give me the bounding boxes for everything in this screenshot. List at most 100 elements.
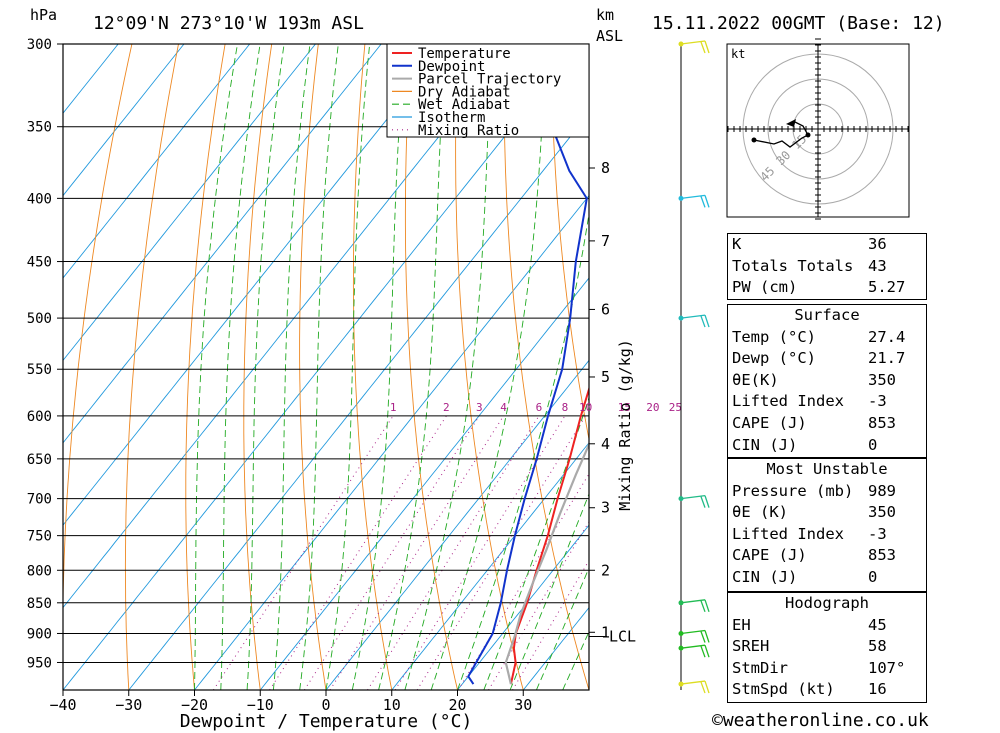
wet-adiabat-line [457, 211, 589, 690]
dry-adiabat-line [352, 44, 393, 690]
wet-adiabat-line [430, 44, 547, 690]
pressure-tick-label: 650 [27, 452, 52, 468]
isotherm-line [63, 44, 580, 690]
wind-barb [680, 314, 710, 328]
surface-cape-row: CAPE (J) 853 [732, 413, 896, 432]
km-unit: km [596, 6, 614, 24]
profile-lines [467, 44, 589, 685]
mixing-ratio-axis-label: Mixing Ratio (g/kg) [616, 339, 634, 511]
wet-adiabat-line [299, 44, 339, 690]
asl-unit: ASL [596, 27, 623, 45]
pressure-tick-label: 850 [27, 596, 52, 612]
hodograph-point [751, 137, 757, 143]
x-tick-label: 10 [383, 696, 401, 714]
isotherm-line [63, 44, 119, 114]
mixing-ratio-label: 25 [669, 401, 682, 414]
sreh-row: SREH 58 [732, 637, 887, 656]
isotherm-line [259, 277, 589, 690]
wet-adiabat-line [351, 44, 406, 690]
km-tick-label: 3 [601, 499, 610, 517]
surface-dewp-row: Dewp (°C) 21.7 [732, 349, 906, 368]
pressure-unit: hPa [30, 6, 57, 24]
surface-cin-row: CIN (J) 0 [732, 435, 878, 454]
dry-adiabat-line [124, 44, 179, 690]
mixing-ratio-label: 2 [443, 401, 450, 414]
wind-barb [680, 40, 710, 54]
km-tick-label: 7 [601, 232, 610, 250]
pressure-tick-label: 450 [27, 255, 52, 271]
dry-adiabat-line [243, 44, 273, 690]
surface-li-row: Lifted Index -3 [732, 392, 887, 411]
wind-barb [680, 194, 710, 208]
mixing-ratio-line [394, 415, 566, 690]
pressure-tick-label: 300 [27, 37, 52, 53]
wet-adiabat-line [246, 44, 285, 690]
surface-temp-row: Temp (°C) 27.4 [732, 327, 906, 346]
lcl-label: LCL [609, 627, 636, 645]
dry-adiabat-line [185, 44, 226, 690]
wet-adiabat-line [378, 44, 446, 690]
temperature-profile [509, 385, 589, 685]
wind-barb [680, 629, 710, 643]
wind-barb [680, 494, 710, 508]
hodograph-params-panel: Hodograph EH 45 SREH 58 StmDir 107° StmSpd … [727, 592, 927, 703]
legend-entry: Wet Adiabat [418, 97, 511, 113]
x-tick-label: 0 [321, 696, 330, 714]
x-tick-label: −30 [115, 696, 142, 714]
k-index-row: K 36 [732, 235, 887, 253]
dry-adiabat-line [455, 44, 524, 690]
legend-entry: Isotherm [418, 110, 485, 126]
precipitable-water-row: PW (cm) 5.27 [732, 278, 906, 297]
pressure-tick-label: 600 [27, 409, 52, 425]
background-lines [63, 26, 1000, 690]
mixing-ratio-line [303, 415, 480, 690]
indices-panel: K 36 Totals Totals 43 PW (cm) 5.27 [727, 233, 927, 300]
x-tick-label: −40 [49, 696, 76, 714]
dry-adiabat-line [404, 44, 458, 690]
mu-pressure-row: Pressure (mb) 989 [732, 481, 896, 500]
pressure-tick-label: 400 [27, 191, 52, 207]
wind-barb [680, 680, 710, 694]
datetime-title: 15.11.2022 00GMT (Base: 12) [652, 13, 945, 34]
surface-panel: Surface Temp (°C) 27.4 Dewp (°C) 21.7 θE(K… [727, 304, 927, 458]
mixing-ratio-label: 10 [579, 401, 592, 414]
mixing-ratio-line [212, 415, 394, 690]
pressure-tick-label: 750 [27, 529, 52, 545]
mixing-ratio-label: 3 [476, 401, 483, 414]
legend-entry: Temperature [418, 46, 511, 62]
mixing-ratio-label: 1 [390, 401, 397, 414]
pressure-tick-label: 500 [27, 311, 52, 327]
pressure-tick-label: 950 [27, 655, 52, 671]
surface-thetae-row: θE(K) 350 [732, 370, 896, 389]
wind-barb [680, 644, 710, 658]
parcel-trajectory-profile [504, 441, 589, 685]
mu-li-row: Lifted Index -3 [732, 524, 887, 543]
hodograph-unit-label: kt [731, 47, 745, 61]
storm-motion-arrow [786, 119, 796, 127]
location-title: 12°09'N 273°10'W 193m ASL [93, 13, 364, 34]
mixing-ratio-label: 20 [646, 401, 659, 414]
km-tick-label: 6 [601, 300, 610, 318]
dry-adiabat-line [299, 44, 327, 690]
isotherm-line [63, 44, 251, 279]
pressure-gridlines [63, 43, 589, 663]
wet-adiabat-line [483, 396, 589, 690]
legend-entry: Parcel Trajectory [418, 72, 561, 88]
isotherm-line [63, 44, 382, 444]
pressure-tick-label: 550 [27, 362, 52, 378]
dry-adiabat-line [967, 26, 1000, 690]
copyright-link[interactable]: ©weatheronline.co.uk [712, 710, 929, 731]
isotherm-line [63, 44, 317, 362]
mu-cape-row: CAPE (J) 853 [732, 546, 896, 565]
wind-barbs [678, 40, 710, 694]
eh-row: EH 45 [732, 615, 887, 634]
isotherm-line [63, 44, 514, 609]
x-tick-label: −10 [247, 696, 274, 714]
mixing-ratio-line [416, 415, 587, 690]
km-tick-label: 2 [601, 561, 610, 579]
wet-adiabat-line [272, 44, 311, 690]
axes: 1 2 3 4 6 8 10 15 20 2530035040045050055060065070… [27, 37, 682, 714]
km-tick-label: 1 [601, 623, 610, 641]
